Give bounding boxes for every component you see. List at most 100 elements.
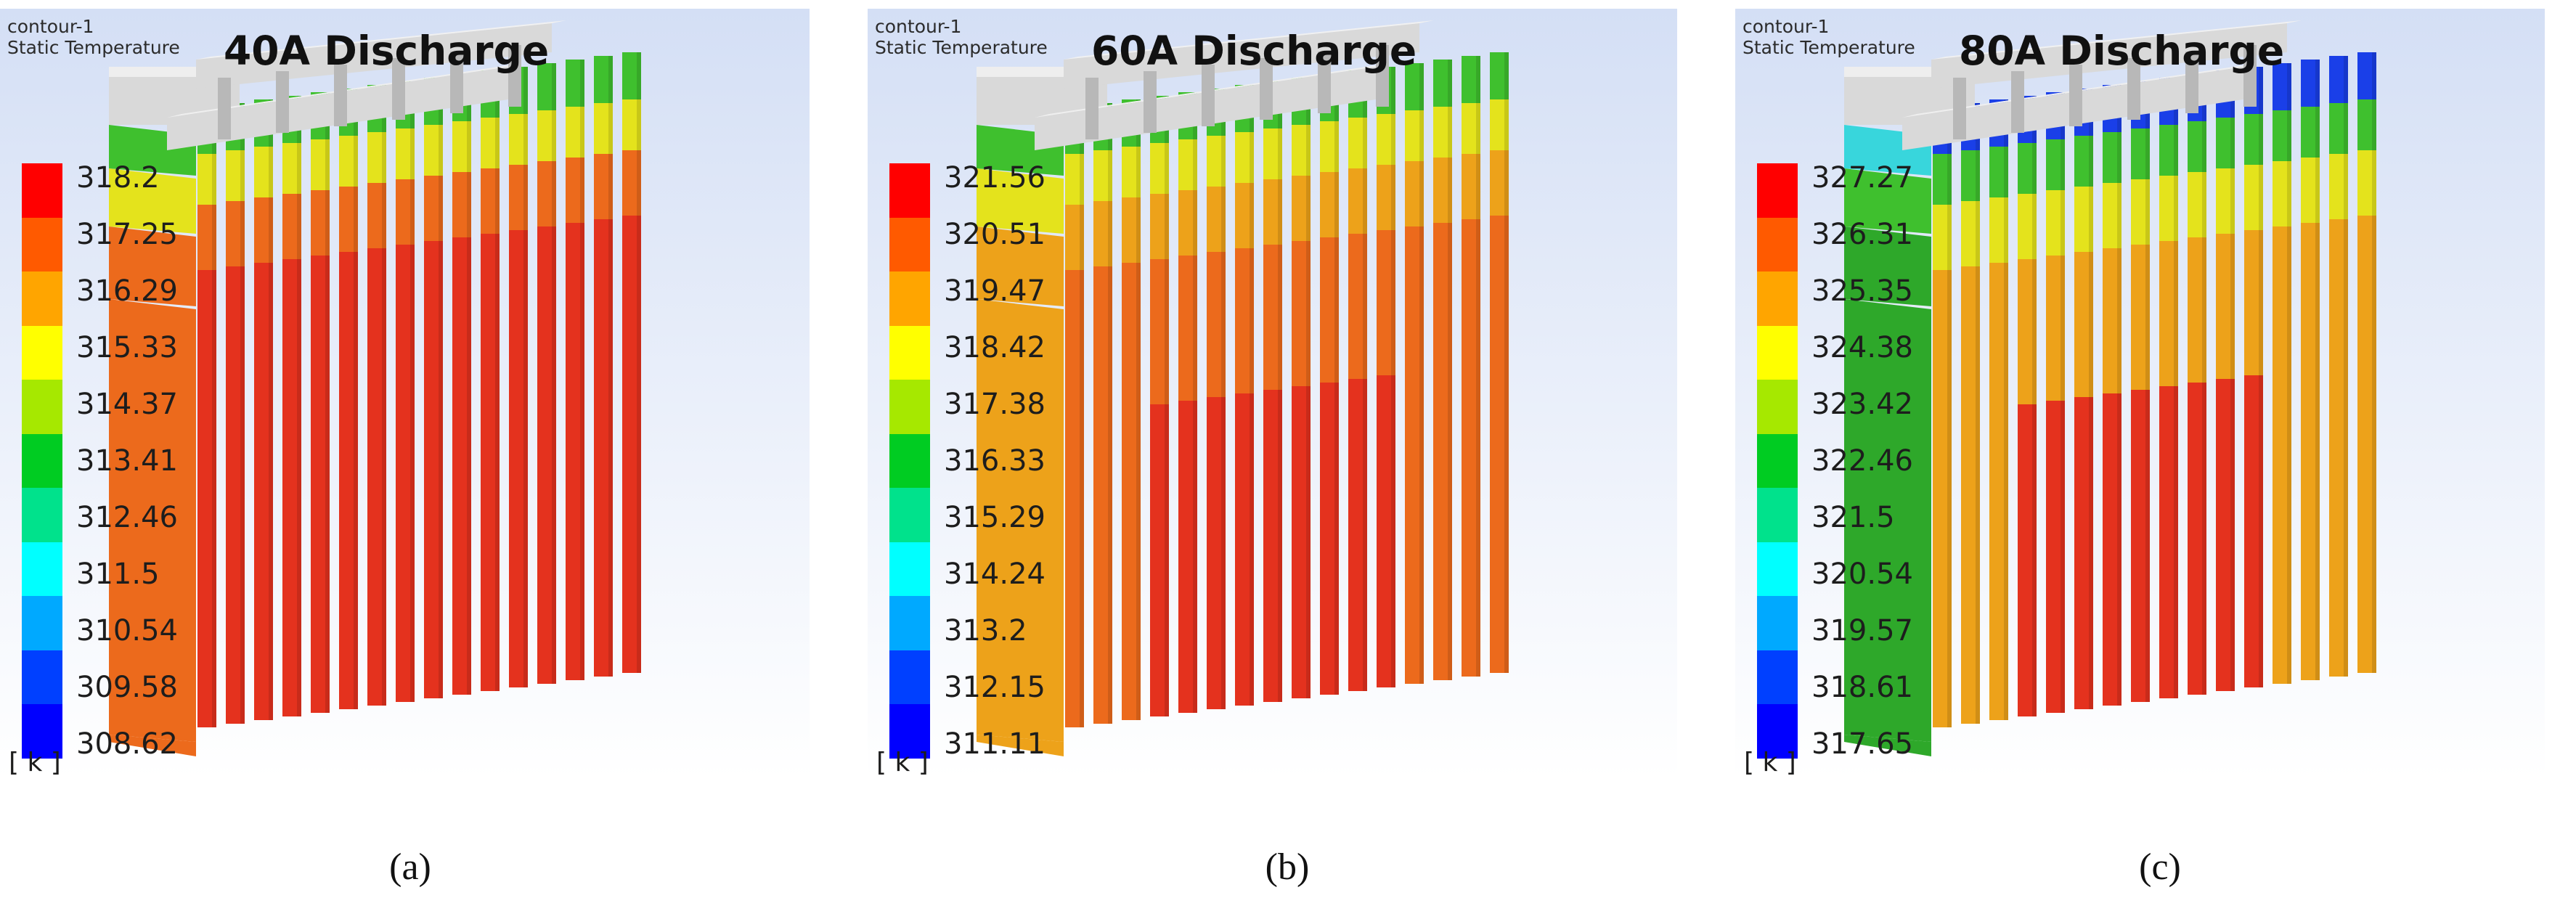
unit-label: [ k ] xyxy=(9,748,61,777)
legend-swatch xyxy=(889,271,930,326)
legend-tick-label: 321.5 xyxy=(1811,501,1895,534)
contour-label: contour-1 Static Temperature xyxy=(7,16,180,58)
legend-swatch xyxy=(1757,704,1798,759)
legend-tick-label: 320.54 xyxy=(1811,557,1913,591)
legend-tick-label: 320.51 xyxy=(944,218,1046,251)
variable-name: Static Temperature xyxy=(875,37,1048,58)
legend-swatch xyxy=(22,380,62,434)
legend-tick-label: 323.42 xyxy=(1811,388,1913,421)
legend-swatch xyxy=(1757,542,1798,597)
legend-tick-label: 319.57 xyxy=(1811,614,1913,648)
legend-tick-label: 310.54 xyxy=(76,614,178,648)
panel-title: 60A Discharge xyxy=(1091,28,1417,74)
panel-background xyxy=(1735,9,2545,778)
legend-swatch xyxy=(1757,488,1798,542)
panel-c: contour-1 Static Temperature 80A Dischar… xyxy=(1735,9,2545,778)
panel-background xyxy=(868,9,1677,778)
legend-tick-label: 319.47 xyxy=(944,274,1046,308)
legend-swatch xyxy=(1757,380,1798,434)
legend-swatch xyxy=(22,542,62,597)
legend-swatch xyxy=(1757,163,1798,218)
legend-swatch xyxy=(22,650,62,705)
legend-tick-label: 308.62 xyxy=(76,727,178,761)
contour-name: contour-1 xyxy=(7,16,94,37)
legend-swatch xyxy=(889,488,930,542)
battery-fins xyxy=(1933,52,2376,727)
legend-tick-label: 324.38 xyxy=(1811,331,1913,364)
panel-b: contour-1 Static Temperature 60A Dischar… xyxy=(868,9,1677,778)
legend-tick-label: 322.46 xyxy=(1811,444,1913,478)
legend-swatch xyxy=(889,380,930,434)
battery-model xyxy=(109,20,641,756)
legend-swatch xyxy=(1757,325,1798,380)
legend-tick-label: 316.29 xyxy=(76,274,178,308)
legend-swatch xyxy=(22,433,62,489)
panel-background xyxy=(0,9,810,778)
legend-swatch xyxy=(22,271,62,326)
legend-tick-label: 318.42 xyxy=(944,331,1046,364)
legend-tick-label: 317.65 xyxy=(1811,727,1913,761)
legend-tick-label: 313.2 xyxy=(944,614,1027,648)
caption-b: (b) xyxy=(1265,846,1310,888)
legend-tick-label: 312.15 xyxy=(944,671,1046,704)
legend-tick-label: 318.61 xyxy=(1811,671,1913,704)
variable-name: Static Temperature xyxy=(7,37,180,58)
legend-swatch xyxy=(22,325,62,380)
legend-swatch xyxy=(22,488,62,542)
unit-label: [ k ] xyxy=(876,748,929,777)
contour-label: contour-1 Static Temperature xyxy=(875,16,1048,58)
legend-swatch xyxy=(22,704,62,759)
legend-swatch xyxy=(889,325,930,380)
battery-tabs xyxy=(977,20,1434,150)
legend-swatch xyxy=(22,217,62,272)
legend-tick-label: 317.25 xyxy=(76,218,178,251)
contour-label: contour-1 Static Temperature xyxy=(1743,16,1915,58)
legend-swatch xyxy=(22,163,62,218)
panel-a: contour-1 Static Temperature 40A Dischar… xyxy=(0,9,810,778)
battery-model xyxy=(977,20,1509,756)
battery-side-face xyxy=(109,125,196,756)
legend-swatch xyxy=(1757,271,1798,326)
battery-tabs xyxy=(109,20,566,150)
legend-swatch xyxy=(889,433,930,489)
variable-name: Static Temperature xyxy=(1743,37,1915,58)
battery-model xyxy=(1844,20,2376,756)
contour-name: contour-1 xyxy=(1743,16,1830,37)
legend-tick-label: 309.58 xyxy=(76,671,178,704)
legend-swatch xyxy=(1757,217,1798,272)
contour-name: contour-1 xyxy=(875,16,962,37)
legend-swatch xyxy=(889,650,930,705)
legend-swatch xyxy=(889,163,930,218)
unit-label: [ k ] xyxy=(1744,748,1796,777)
legend-tick-label: 325.35 xyxy=(1811,274,1913,308)
legend-swatch xyxy=(22,596,62,650)
color-legend xyxy=(1757,163,1798,759)
battery-side-face xyxy=(977,125,1064,756)
legend-swatch xyxy=(1757,596,1798,650)
legend-tick-label: 315.33 xyxy=(76,331,178,364)
legend-tick-label: 315.29 xyxy=(944,501,1046,534)
battery-tabs xyxy=(1844,20,2302,150)
legend-tick-label: 326.31 xyxy=(1811,218,1913,251)
battery-side-face xyxy=(1844,125,1931,756)
legend-tick-label: 327.27 xyxy=(1811,161,1913,195)
legend-tick-label: 311.11 xyxy=(944,727,1046,761)
panel-title: 80A Discharge xyxy=(1959,28,2285,74)
legend-swatch xyxy=(1757,433,1798,489)
legend-tick-label: 313.41 xyxy=(76,444,178,478)
legend-tick-label: 321.56 xyxy=(944,161,1046,195)
color-legend xyxy=(889,163,930,759)
battery-fins xyxy=(197,52,641,727)
legend-tick-label: 316.33 xyxy=(944,444,1046,478)
legend-swatch xyxy=(889,217,930,272)
panel-title: 40A Discharge xyxy=(224,28,550,74)
caption-c: (c) xyxy=(2139,846,2181,888)
legend-swatch xyxy=(889,542,930,597)
legend-tick-label: 314.37 xyxy=(76,388,178,421)
caption-a: (a) xyxy=(389,846,431,888)
color-legend xyxy=(22,163,62,759)
legend-swatch xyxy=(889,704,930,759)
legend-tick-label: 312.46 xyxy=(76,501,178,534)
legend-tick-label: 317.38 xyxy=(944,388,1046,421)
legend-tick-label: 314.24 xyxy=(944,557,1046,591)
